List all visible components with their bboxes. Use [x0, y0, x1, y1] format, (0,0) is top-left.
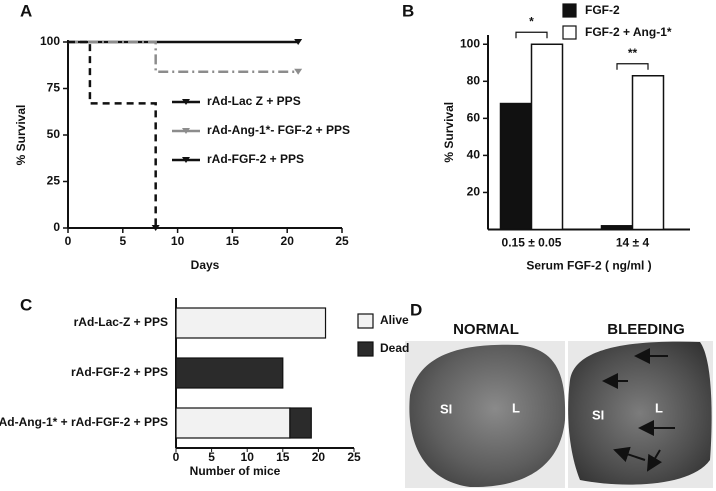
photo [409, 344, 566, 488]
y-tick-label: 40 [467, 148, 481, 162]
legend-swatch [357, 341, 374, 357]
bar [631, 75, 665, 231]
photo-label: SI [440, 401, 452, 416]
marker [182, 99, 190, 105]
y-tick-label: 25 [47, 174, 61, 188]
x-tick-label: 5 [208, 450, 215, 464]
x-tick-label: 20 [281, 234, 295, 248]
y-tick-label: rAd-FGF-2 + PPS [71, 365, 168, 379]
y-tick-label: 80 [467, 73, 481, 87]
photo-label: L [512, 400, 520, 415]
x-axis-label: Serum FGF-2 ( ng/ml ) [526, 259, 651, 273]
x-axis-label: Days [191, 258, 220, 272]
x-tick-label: 14 ± 4 [616, 236, 650, 250]
y-tick-label: 60 [467, 111, 481, 125]
y-tick-label: 0 [53, 220, 60, 234]
marker [294, 68, 303, 75]
series-line [68, 40, 157, 228]
y-tick-label: 20 [467, 185, 481, 199]
bar-segment [175, 407, 291, 439]
bar [530, 43, 564, 231]
legend-label: Alive [380, 313, 409, 327]
y-tick-label: rAd-Lac-Z + PPS [74, 315, 168, 329]
panel-letter: D [410, 300, 422, 319]
legend-label: rAd-Ang-1*- FGF-2 + PPS [207, 123, 350, 137]
x-tick-label: 20 [312, 450, 326, 464]
x-tick-label: 25 [347, 450, 361, 464]
y-axis-label: % Survival [442, 102, 456, 163]
x-tick-label: 0.15 ± 0.05 [502, 236, 562, 250]
x-axis-label: Number of mice [190, 464, 281, 478]
y-tick-label: rAd-Ang-1* + rAd-FGF-2 + PPS [0, 415, 168, 429]
y-tick-label: 50 [47, 127, 61, 141]
bar [499, 102, 533, 231]
marker [182, 157, 190, 163]
y-tick-label: 100 [40, 34, 60, 48]
photo-title: NORMAL [453, 321, 519, 338]
significance-bracket [616, 63, 649, 70]
bar-segment [289, 407, 312, 439]
x-tick-label: 25 [335, 234, 349, 248]
legend-label: FGF-2 [585, 3, 620, 17]
photo-label: L [655, 400, 663, 415]
x-tick-label: 0 [65, 234, 72, 248]
legend-swatch [562, 3, 577, 18]
x-tick-label: 15 [226, 234, 240, 248]
marker [182, 128, 190, 134]
photo-title: BLEEDING [607, 321, 685, 338]
panel-d: D NORMAL BLEEDING SI L SI L [405, 300, 713, 488]
photo [568, 341, 712, 485]
legend-label: FGF-2 + Ang-1* [585, 25, 672, 39]
bar [600, 225, 634, 231]
annotation: ** [628, 46, 638, 60]
panel-letter: B [402, 1, 414, 20]
y-axis-label: % Survival [14, 105, 28, 166]
series-line [68, 40, 299, 74]
bar-segment [175, 357, 284, 389]
arrows [602, 348, 675, 472]
x-tick-label: 5 [119, 234, 126, 248]
panel-letter: C [20, 295, 32, 314]
x-tick-label: 10 [171, 234, 185, 248]
legend-swatch [562, 25, 577, 40]
y-tick-label: 75 [47, 81, 61, 95]
y-tick-label: 100 [460, 36, 480, 50]
legend-label: rAd-FGF-2 + PPS [207, 152, 304, 166]
panel-letter: A [20, 1, 32, 20]
bar-segment [175, 307, 327, 339]
legend-label: rAd-Lac Z + PPS [207, 94, 301, 108]
legend-swatch [357, 313, 374, 329]
legend-label: Dead [380, 341, 409, 355]
marker [151, 225, 160, 231]
x-tick-label: 0 [173, 450, 180, 464]
significance-bracket [515, 31, 548, 39]
photo-label: SI [592, 407, 604, 422]
annotation: * [529, 14, 534, 28]
marker [294, 39, 303, 45]
x-tick-label: 10 [241, 450, 255, 464]
x-tick-label: 15 [276, 450, 290, 464]
